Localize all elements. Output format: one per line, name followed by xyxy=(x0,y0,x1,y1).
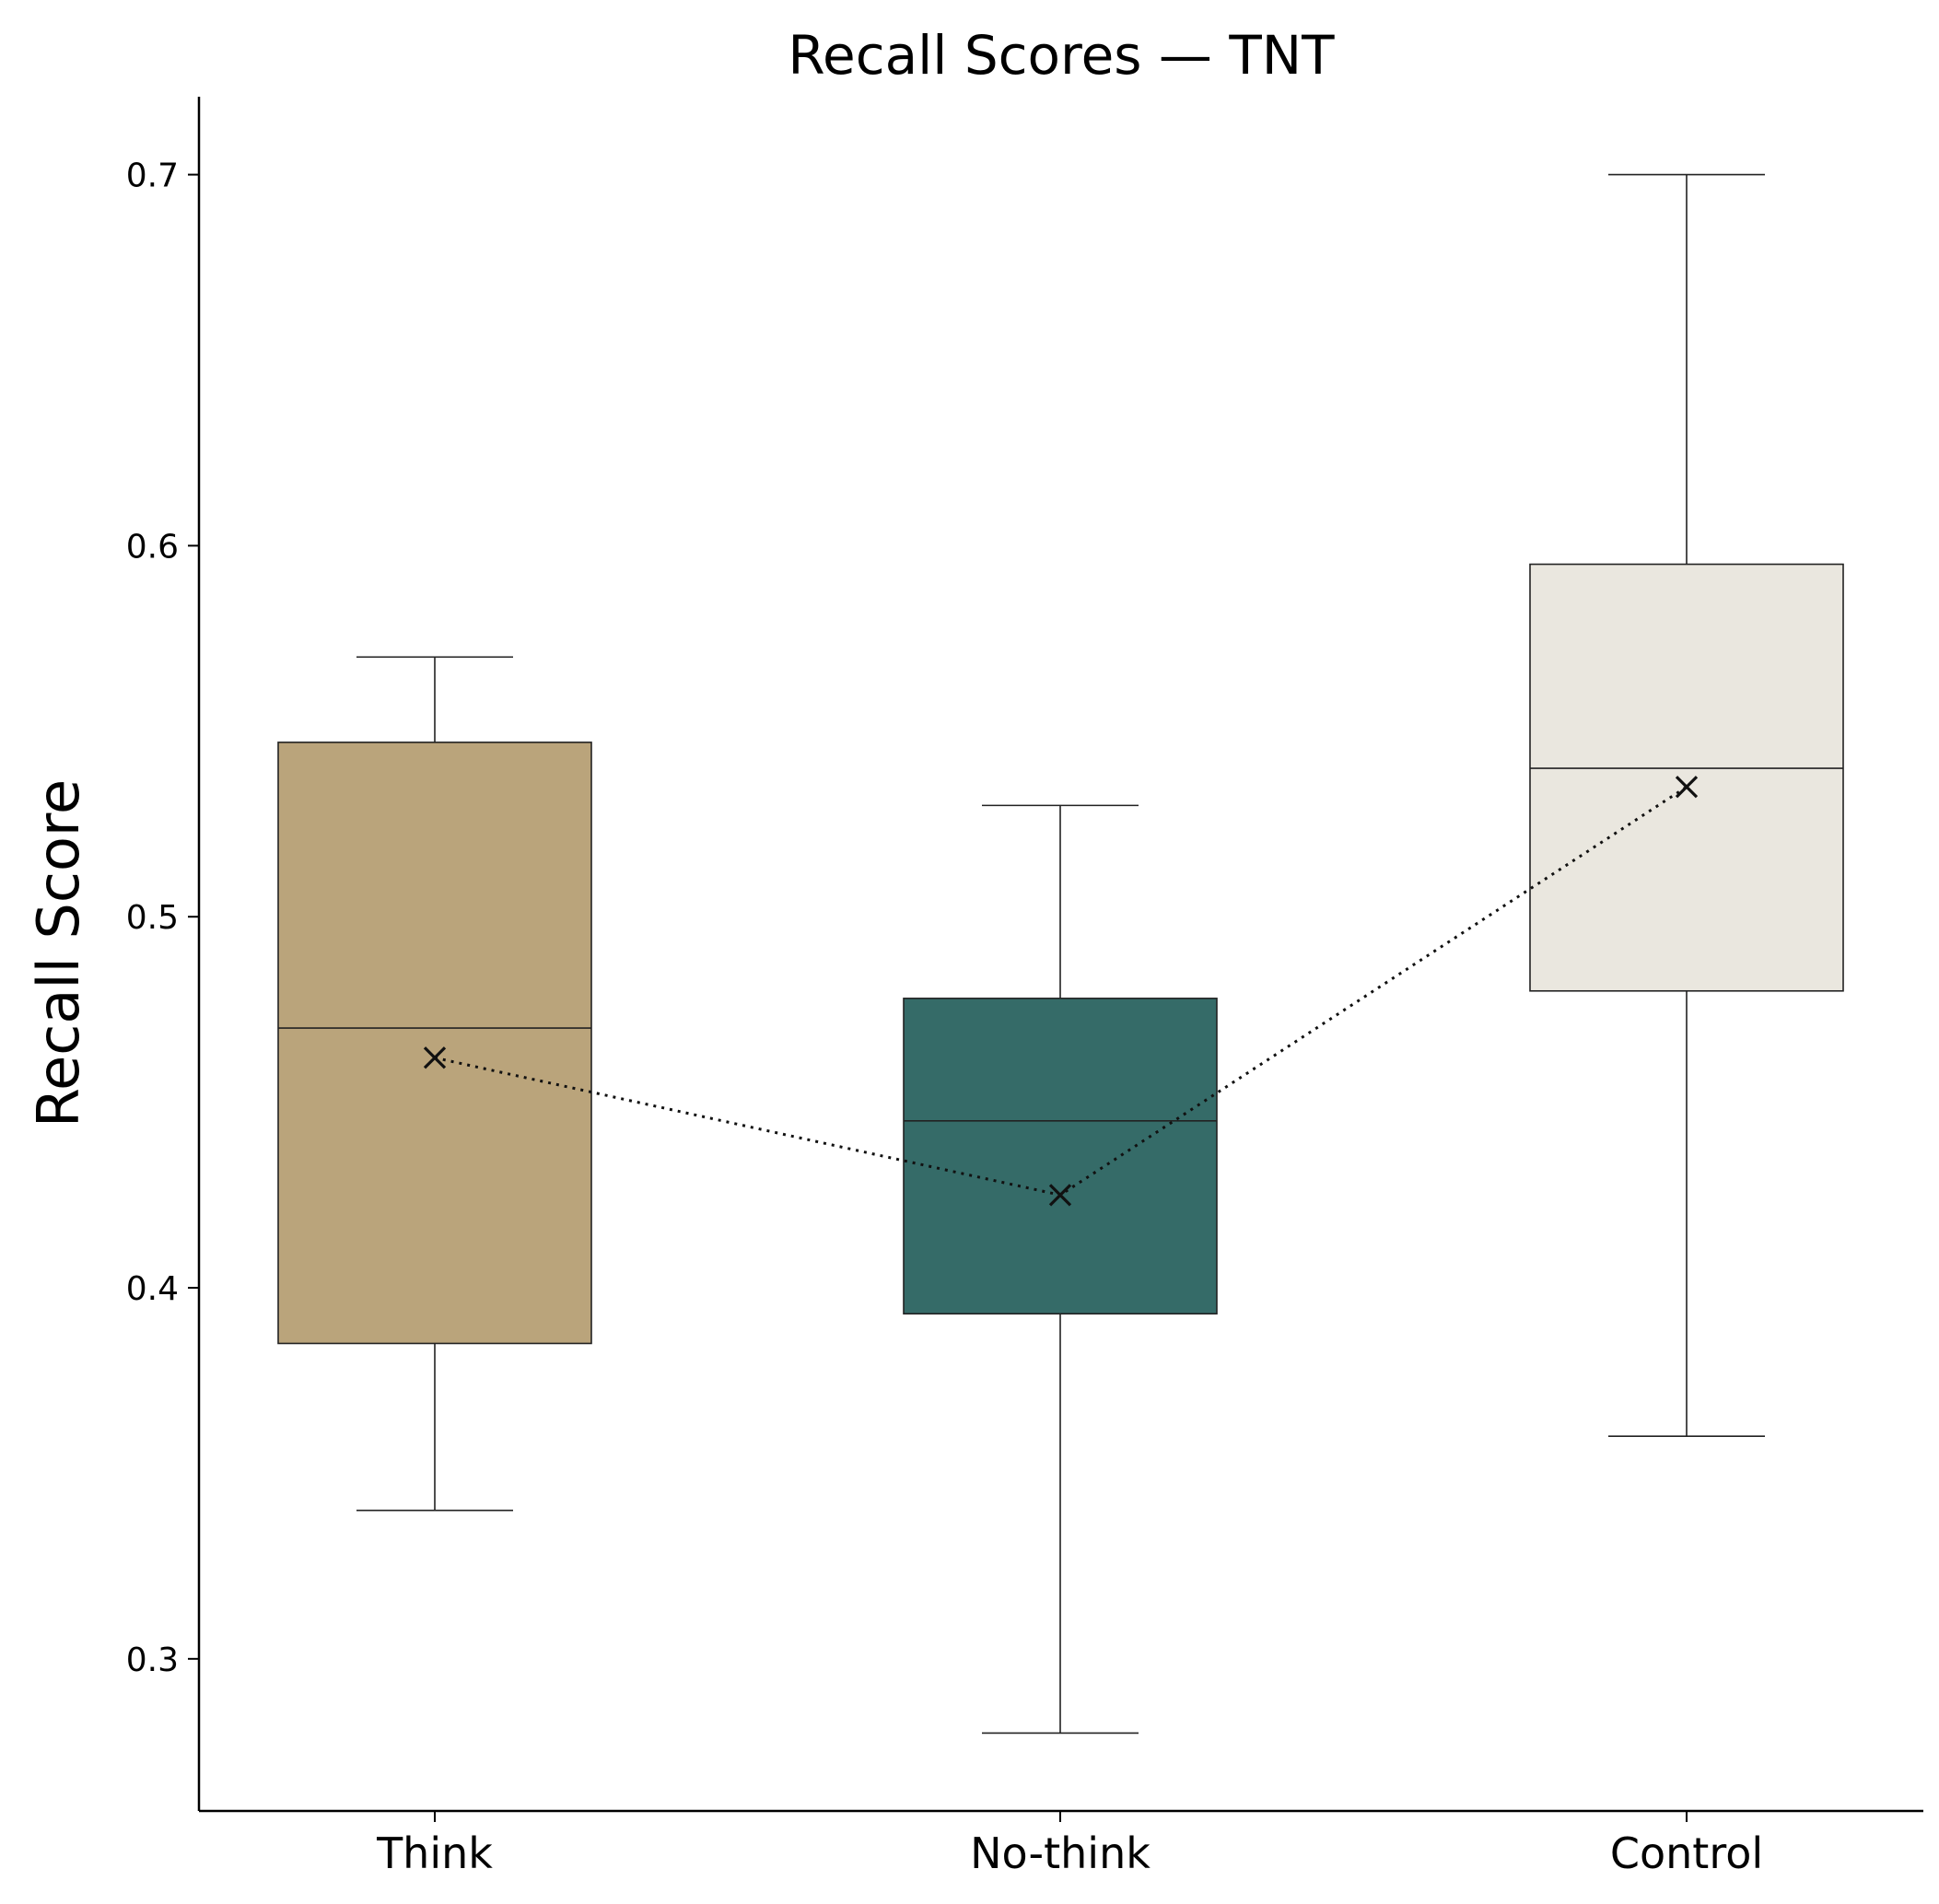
x-tick-label-no-think: No-think xyxy=(970,1828,1151,1878)
box-control xyxy=(1529,563,1844,992)
mean-marker-no-think xyxy=(1048,1184,1072,1207)
y-tick-label: 0.5 xyxy=(126,899,179,937)
x-tick-label-think: Think xyxy=(376,1828,493,1878)
box-no-think xyxy=(903,998,1218,1315)
mean-marker-control xyxy=(1675,776,1699,799)
plot-area: 0.3 0.4 0.5 0.6 0.7 Think No-think Control xyxy=(126,97,1923,1878)
y-tick-label: 0.4 xyxy=(126,1270,179,1308)
mean-marker-think xyxy=(423,1046,447,1069)
y-tick-label: 0.7 xyxy=(126,158,179,195)
x-tick-label-control: Control xyxy=(1610,1828,1763,1878)
y-axis-label: Recall Score xyxy=(25,779,92,1127)
chart-title: Recall Scores — TNT xyxy=(788,24,1335,87)
y-tick-label: 0.6 xyxy=(126,528,179,566)
box-think xyxy=(277,742,592,1345)
y-tick-label: 0.3 xyxy=(126,1641,179,1679)
